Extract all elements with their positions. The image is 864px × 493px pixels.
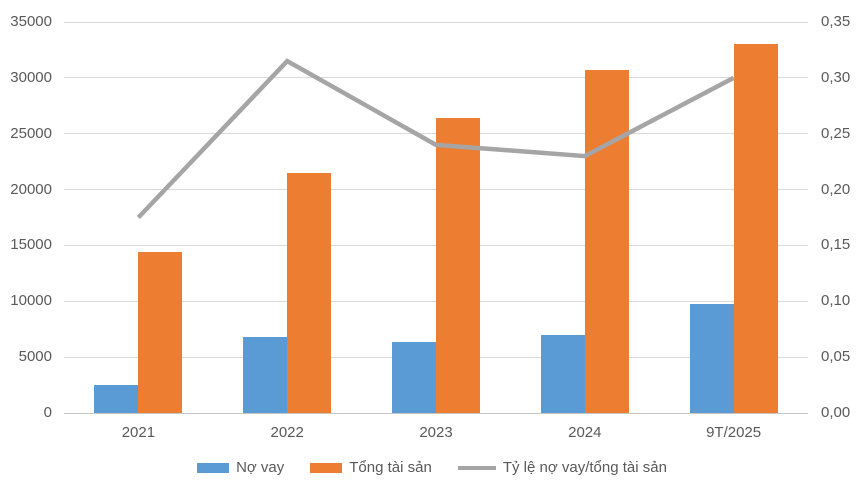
left-axis-tick-label: 10000 <box>10 292 52 310</box>
right-axis-tick-label: 0,05 <box>821 348 851 366</box>
gridline <box>64 412 808 414</box>
left-axis-tick-label: 0 <box>43 404 52 421</box>
legend-swatch-ty-le-icon <box>457 465 496 470</box>
right-axis-tick-label: 0,10 <box>821 292 851 310</box>
category-label-2024: 2024 <box>568 424 602 441</box>
right-axis-tick-label: 0,15 <box>821 236 851 254</box>
right-axis-tick-label: 0,30 <box>821 68 851 86</box>
category-label-9T/2025: 9T/2025 <box>706 424 762 441</box>
chart-legend: Nợ vay Tổng tài sản Tỷ lệ nợ vay/tổng tà… <box>0 459 864 476</box>
bar-tong-tai-san-2022 <box>287 172 332 413</box>
left-axis-tick-label: 20000 <box>10 180 52 198</box>
bar-tong-tai-san-2023 <box>436 118 480 413</box>
left-axis-tick-label: 15000 <box>10 236 52 254</box>
bar-tong-tai-san-2024 <box>584 70 629 413</box>
left-axis-tick-label: 35000 <box>10 13 52 30</box>
legend-swatch-tong-tai-san-icon <box>310 462 343 473</box>
legend-label-tong-tai-san: Tổng tài sản <box>349 459 432 476</box>
bar-no-vay-2023 <box>392 341 436 413</box>
bar-no-vay-2024 <box>540 334 585 413</box>
left-axis-tick-label: 5000 <box>18 348 52 366</box>
left-axis-tick-label: 25000 <box>10 124 52 142</box>
bar-no-vay-2021 <box>94 385 139 413</box>
legend-item-tong-tai-san: Tổng tài sản <box>310 459 432 476</box>
gridline <box>64 21 808 23</box>
legend-swatch-no-vay-icon <box>197 462 230 473</box>
legend-item-ty-le: Tỷ lệ nợ vay/tổng tài sản <box>457 459 667 476</box>
right-axis-tick-label: 0,00 <box>821 404 851 421</box>
right-axis-tick-label: 0,20 <box>821 180 851 198</box>
category-label-2023: 2023 <box>419 424 453 441</box>
legend-label-ty-le: Tỷ lệ nợ vay/tổng tài sản <box>502 459 667 476</box>
right-axis-tick-label: 0,35 <box>821 13 851 30</box>
left-axis-tick-label: 30000 <box>10 68 52 86</box>
bar-tong-tai-san-2021 <box>138 252 183 413</box>
category-label-2021: 2021 <box>121 424 156 441</box>
legend-item-no-vay: Nợ vay <box>197 459 284 476</box>
bar-tong-tai-san-9T/2025 <box>733 44 778 413</box>
bar-no-vay-2022 <box>243 337 288 413</box>
bar-no-vay-9T/2025 <box>689 303 734 413</box>
right-axis-tick-label: 0,25 <box>821 124 851 142</box>
legend-label-no-vay: Nợ vay <box>236 459 285 476</box>
category-label-2022: 2022 <box>270 424 304 441</box>
gridline <box>64 77 808 79</box>
